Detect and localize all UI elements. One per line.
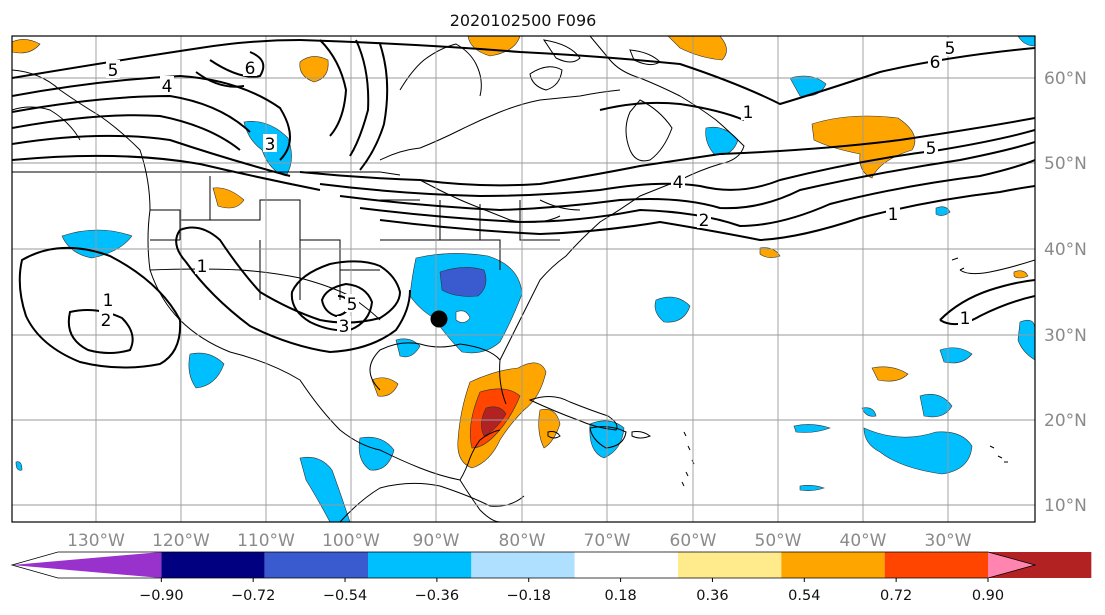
contour-label: 4 <box>162 77 173 97</box>
colorbar: −0.90 −0.72 −0.54 −0.36 −0.18 0.18 0.36 0.54 0.7… <box>10 551 1092 604</box>
lon-label: 70°W <box>584 531 631 551</box>
colorbar-segment <box>264 552 368 578</box>
contour-label: 6 <box>930 53 941 73</box>
contour-label: 1 <box>888 205 899 225</box>
lat-label: 40°N <box>1044 240 1087 260</box>
location-marker-dot <box>430 310 448 328</box>
colorbar-segments <box>12 552 1092 578</box>
colorbar-ticks: −0.90 −0.72 −0.54 −0.36 −0.18 0.18 0.36 0.54 0.7… <box>139 578 1004 604</box>
colorbar-segment <box>368 552 472 578</box>
lon-label: 40°W <box>840 531 887 551</box>
contour-label: 1 <box>103 291 114 311</box>
shaded-anomaly-fields <box>12 36 1035 522</box>
contour-label: 1 <box>960 309 971 329</box>
lon-label: 90°W <box>413 531 460 551</box>
map-plot-area: 5 4 3 6 5 6 5 4 2 1 1 1 2 1 <box>12 36 1035 522</box>
lon-label: 60°W <box>670 531 717 551</box>
lon-label: 120°W <box>152 531 210 551</box>
contour-lines <box>12 39 1035 369</box>
contour-label: 5 <box>347 295 358 315</box>
colorbar-segment <box>884 552 988 578</box>
colorbar-tick-label: −0.18 <box>507 588 551 604</box>
colorbar-tick-label: 0.90 <box>972 588 1004 604</box>
colorbar-tick-label: −0.72 <box>231 588 275 604</box>
colorbar-outline <box>10 551 1037 579</box>
lon-label: 110°W <box>237 531 295 551</box>
lon-label: 30°W <box>925 531 972 551</box>
colorbar-tick-label: −0.36 <box>415 588 459 604</box>
colorbar-tick-label: 0.72 <box>880 588 912 604</box>
contour-label: 2 <box>101 311 112 331</box>
colorbar-tick-label: 0.54 <box>788 588 820 604</box>
lat-label: 30°N <box>1044 326 1087 346</box>
lat-label: 20°N <box>1044 411 1087 431</box>
colorbar-tick-label: 0.18 <box>604 588 636 604</box>
colorbar-segment <box>678 552 782 578</box>
contour-label: 5 <box>945 39 956 59</box>
colorbar-tick-label: −0.54 <box>323 588 367 604</box>
lon-label: 80°W <box>499 531 546 551</box>
lon-label: 50°W <box>755 531 802 551</box>
colorbar-tick-label: −0.90 <box>139 588 183 604</box>
lat-label: 50°N <box>1044 154 1087 174</box>
contour-value-labels: 5 4 3 6 5 6 5 4 2 1 1 1 2 1 <box>99 38 972 337</box>
contour-label: 4 <box>673 173 684 193</box>
map-title: 2020102500 F096 <box>450 11 597 30</box>
colorbar-segment <box>574 552 678 578</box>
lat-label: 60°N <box>1044 69 1087 89</box>
map-frame <box>11 35 1036 523</box>
colorbar-tick-label: 0.36 <box>696 588 728 604</box>
contour-label: 6 <box>245 59 256 79</box>
contour-label: 1 <box>743 103 754 123</box>
latitude-labels: 60°N 50°N 40°N 30°N 20°N 10°N <box>1044 69 1087 516</box>
longitude-labels: 130°W 120°W 110°W 100°W 90°W 80°W 70°W 6… <box>67 531 972 551</box>
lon-label: 100°W <box>322 531 380 551</box>
contour-label: 3 <box>265 135 276 155</box>
colorbar-segment <box>161 552 265 578</box>
contour-label: 5 <box>926 139 937 159</box>
colorbar-extend-low <box>12 552 162 578</box>
lat-label: 10°N <box>1044 496 1087 516</box>
contour-label: 3 <box>339 317 350 337</box>
colorbar-segment <box>471 552 575 578</box>
contour-label: 2 <box>699 211 710 231</box>
colorbar-segment <box>781 552 885 578</box>
lat-lon-gridlines <box>12 36 1035 522</box>
contour-label: 5 <box>108 61 119 81</box>
contour-label: 1 <box>197 257 208 277</box>
lon-label: 130°W <box>67 531 125 551</box>
colorbar-extend-high <box>988 552 1035 578</box>
